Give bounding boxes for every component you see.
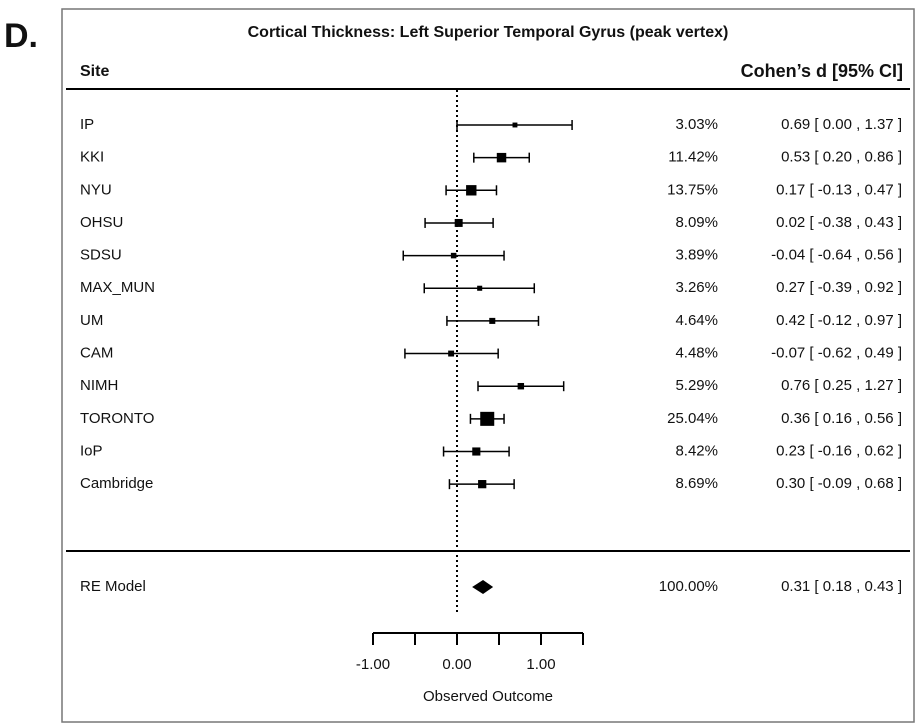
header-right: Cohen’s d [95% CI] [741, 61, 903, 81]
site-label: SDSU [80, 247, 122, 264]
site-label: Cambridge [80, 475, 153, 492]
ci-label: 0.42 [ -0.12 , 0.97 ] [776, 312, 902, 329]
x-tick-label: 1.00 [526, 656, 555, 673]
site-label: CAM [80, 345, 113, 362]
site-label: KKI [80, 149, 104, 166]
estimate-square [512, 122, 518, 128]
x-tick-label: -1.00 [356, 656, 390, 673]
summary-ci-label: 0.31 [ 0.18 , 0.43 ] [781, 578, 902, 595]
weight-label: 11.42% [668, 149, 718, 166]
ci-label: 0.53 [ 0.20 , 0.86 ] [781, 149, 902, 166]
ci-label: 0.17 [ -0.13 , 0.47 ] [776, 181, 902, 198]
estimate-square [480, 411, 495, 426]
estimate-square [448, 350, 455, 357]
weight-label: 13.75% [667, 181, 718, 198]
estimate-square [450, 252, 457, 259]
estimate-square [496, 152, 507, 163]
ci-label: 0.23 [ -0.16 , 0.62 ] [776, 442, 902, 459]
ci-label: 0.30 [ -0.09 , 0.68 ] [776, 475, 902, 492]
weight-label: 4.64% [675, 312, 718, 329]
site-label: IP [80, 116, 94, 133]
ci-label: 0.69 [ 0.00 , 1.37 ] [781, 116, 902, 133]
weight-label: 3.03% [675, 116, 718, 133]
frame [61, 8, 915, 723]
weight-label: 25.04% [667, 410, 718, 427]
site-label: NYU [80, 181, 112, 198]
chart-title: Cortical Thickness: Left Superior Tempor… [248, 24, 729, 41]
ci-label: 0.27 [ -0.39 , 0.92 ] [776, 279, 902, 296]
panel-label: D. [4, 17, 38, 55]
summary-diamond [472, 580, 494, 594]
summary-weight-label: 100.00% [659, 578, 718, 595]
weight-label: 5.29% [675, 377, 718, 394]
site-label: TORONTO [80, 410, 154, 427]
ci-label: -0.07 [ -0.62 , 0.49 ] [771, 345, 902, 362]
weight-label: 3.26% [675, 279, 718, 296]
x-axis-label: Observed Outcome [423, 688, 553, 705]
estimate-square [517, 382, 525, 390]
estimate-square [489, 317, 496, 324]
weight-label: 8.42% [675, 442, 718, 459]
estimate-square [478, 480, 487, 489]
summary-label: RE Model [80, 578, 146, 595]
estimate-square [466, 185, 477, 196]
estimate-square [454, 218, 463, 227]
x-tick-label: 0.00 [442, 656, 471, 673]
ci-label: -0.04 [ -0.64 , 0.56 ] [771, 247, 902, 264]
ci-label: 0.02 [ -0.38 , 0.43 ] [776, 214, 902, 231]
site-label: OHSU [80, 214, 123, 231]
weight-label: 8.69% [675, 475, 718, 492]
site-label: UM [80, 312, 103, 329]
ci-label: 0.36 [ 0.16 , 0.56 ] [781, 410, 902, 427]
site-label: IoP [80, 442, 103, 459]
weight-label: 4.48% [675, 345, 718, 362]
estimate-square [472, 447, 481, 456]
estimate-square [477, 285, 483, 291]
weight-label: 8.09% [675, 214, 718, 231]
ci-label: 0.76 [ 0.25 , 1.27 ] [781, 377, 902, 394]
site-label: MAX_MUN [80, 279, 155, 296]
header-left: Site [80, 63, 109, 80]
weight-label: 3.89% [675, 247, 718, 264]
site-label: NIMH [80, 377, 118, 394]
